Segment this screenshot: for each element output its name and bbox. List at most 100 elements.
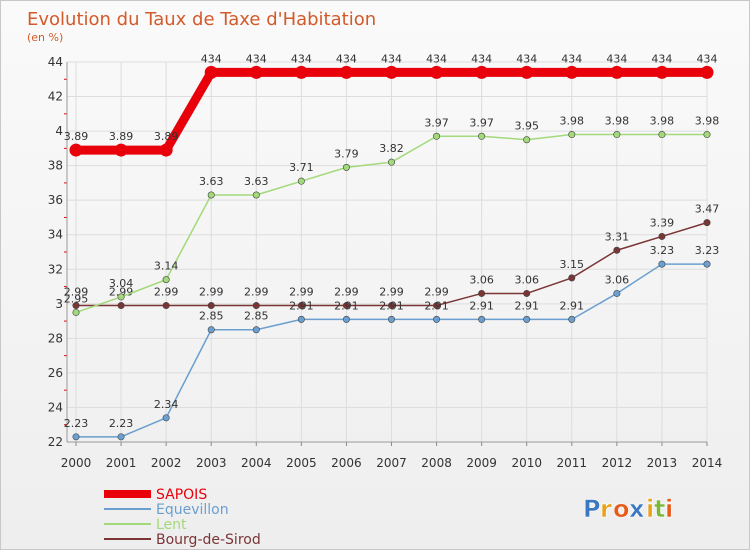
- data-label: 3.97: [424, 116, 449, 129]
- x-tick-label: 2003: [196, 456, 227, 470]
- data-point: [520, 65, 534, 79]
- data-point: [297, 315, 305, 323]
- data-label: 2.91: [334, 299, 359, 312]
- data-label: 3.89: [154, 130, 179, 143]
- data-label: 2.91: [469, 299, 494, 312]
- data-point: [430, 65, 444, 79]
- data-label: 434: [697, 52, 718, 65]
- data-label: 2.91: [560, 299, 585, 312]
- data-label: 3.89: [109, 130, 134, 143]
- data-point: [117, 302, 125, 310]
- y-tick-label: 36: [48, 193, 63, 207]
- series-equevillon: 2.23 2.23 2.34 2.85 2.85 2.91 2.91 2.91 2.91 2.91…: [64, 244, 719, 441]
- data-point: [478, 289, 486, 297]
- data-label: 2.23: [109, 417, 134, 430]
- data-label: 434: [291, 52, 312, 65]
- x-tick-label: 2011: [557, 456, 588, 470]
- data-label: 2.91: [379, 299, 404, 312]
- legend-label: Bourg-de-Sirod: [156, 532, 261, 548]
- data-point: [207, 302, 215, 310]
- data-point: [433, 302, 441, 310]
- data-point: [162, 276, 170, 284]
- data-label: 434: [516, 52, 537, 65]
- x-tick-label: 2013: [647, 456, 678, 470]
- data-point: [159, 143, 173, 157]
- data-point: [385, 65, 398, 79]
- data-point: [252, 191, 260, 199]
- logo-letter: P: [583, 495, 601, 523]
- data-label: 3.15: [560, 258, 585, 271]
- data-point: [72, 433, 80, 441]
- x-tick-label: 2008: [421, 456, 452, 470]
- data-label: 434: [201, 52, 222, 65]
- x-tick-label: 2001: [106, 456, 137, 470]
- data-label: 2.23: [64, 417, 89, 430]
- data-point: [162, 414, 170, 422]
- data-point: [114, 143, 128, 157]
- x-tick-label: 2014: [692, 456, 723, 470]
- data-label: 434: [381, 52, 402, 65]
- data-point: [69, 143, 83, 157]
- y-tick-label: 26: [48, 366, 63, 380]
- data-label: 2.99: [289, 286, 314, 299]
- data-point: [387, 302, 395, 310]
- data-point: [117, 293, 125, 301]
- data-point: [433, 132, 441, 140]
- data-point: [72, 302, 80, 310]
- data-point: [294, 65, 308, 79]
- data-point: [478, 315, 486, 323]
- data-point: [117, 433, 125, 441]
- data-point: [204, 65, 218, 79]
- logo-letter: t: [654, 495, 665, 523]
- data-point: [703, 260, 711, 268]
- data-label: 2.99: [64, 286, 89, 299]
- data-point: [387, 158, 395, 166]
- data-label: 3.98: [650, 115, 675, 128]
- legend-label: SAPOIS: [156, 487, 207, 503]
- data-point: [523, 315, 531, 323]
- data-label: 3.06: [514, 273, 539, 286]
- logo-letter: r: [600, 495, 612, 523]
- data-point: [252, 302, 260, 310]
- data-label: 3.98: [695, 115, 720, 128]
- data-point: [342, 302, 350, 310]
- data-point: [613, 131, 621, 139]
- series-sapois: 3.89 3.89 3.89 434 434 434 434 434 434 434 434 434 4…: [64, 52, 718, 157]
- data-label: 3.31: [605, 230, 630, 243]
- data-point: [207, 326, 215, 334]
- logo-letter: i: [646, 495, 654, 523]
- data-point: [72, 308, 80, 316]
- data-point: [523, 136, 531, 144]
- data-label: 3.23: [650, 244, 675, 257]
- data-label: 434: [336, 52, 357, 65]
- data-label: 2.91: [514, 299, 539, 312]
- data-label: 3.06: [469, 273, 494, 286]
- data-label: 3.95: [514, 120, 539, 133]
- data-point: [475, 65, 489, 79]
- series-layer: 2.99 2.99 2.99 2.99 2.99 2.99 2.99 2.99 2.993.06…: [64, 52, 720, 441]
- data-label: 2.91: [289, 299, 314, 312]
- series-lent: 2.95 3.04 3.14 3.63 3.63 3.71 3.79 3.82 3.97 3.97…: [64, 115, 720, 316]
- data-point: [613, 246, 621, 254]
- y-tick-label: 28: [48, 331, 63, 345]
- data-point: [523, 289, 531, 297]
- x-tick-label: 2000: [61, 456, 92, 470]
- x-tick-label: 2005: [286, 456, 317, 470]
- data-label: 2.85: [244, 310, 269, 323]
- data-label: 434: [246, 52, 267, 65]
- x-tick-label: 2006: [331, 456, 362, 470]
- data-point: [655, 65, 669, 79]
- data-label: 3.98: [605, 115, 630, 128]
- data-point: [249, 65, 263, 79]
- x-tick-label: 2007: [376, 456, 407, 470]
- data-label: 3.04: [109, 277, 134, 290]
- data-point: [207, 191, 215, 199]
- data-point: [339, 65, 353, 79]
- data-label: 434: [561, 52, 582, 65]
- data-point: [342, 315, 350, 323]
- chart-subtitle: (en %): [27, 31, 63, 44]
- y-tick-label: 24: [48, 400, 63, 414]
- x-tick-label: 2012: [602, 456, 633, 470]
